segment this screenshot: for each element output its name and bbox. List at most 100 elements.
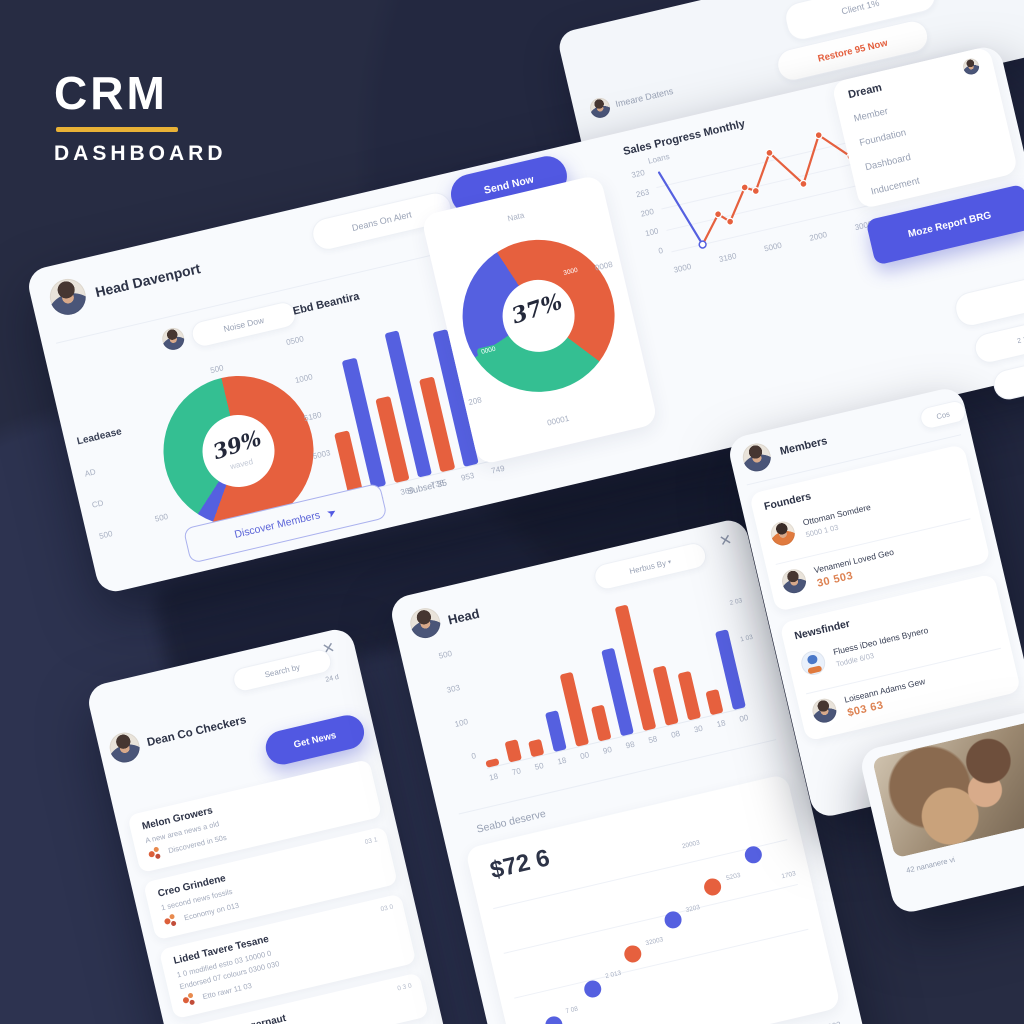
logo-underline xyxy=(56,127,178,132)
document-icon xyxy=(798,648,828,678)
donut-large-tick-right: 0008 xyxy=(594,259,614,273)
tick-label: 0500 xyxy=(285,334,305,348)
data-dot xyxy=(582,978,604,999)
tick-label: 0 xyxy=(657,245,664,256)
mid-bar-chart xyxy=(456,576,747,769)
bar xyxy=(504,738,522,763)
donut-large-tick-left: 208 xyxy=(467,395,483,408)
data-dot xyxy=(743,844,764,865)
bar xyxy=(485,758,500,768)
card-user-avatar[interactable] xyxy=(739,440,774,475)
revenue-panel: $72 6 20003 1703 0087 082 01332003320352… xyxy=(464,773,841,1024)
tick-label: 303 xyxy=(445,683,461,695)
logo-subtitle: DASHBOARD xyxy=(54,142,227,165)
herbus-pill-label: Herbus By xyxy=(628,558,667,576)
side-label: Leadease xyxy=(75,426,123,448)
panel-user-avatar[interactable] xyxy=(46,275,90,319)
card-title: Head xyxy=(446,605,481,628)
send-plane-icon: ➤ xyxy=(324,505,339,521)
leaf-icon xyxy=(182,992,198,1008)
mid-right-label-2: 1 03 xyxy=(739,633,754,644)
search-pill[interactable]: Search by xyxy=(230,647,334,694)
cos-pill[interactable]: Cos xyxy=(918,398,968,431)
donut-large: 37% xyxy=(447,224,630,408)
tick-label: 00 xyxy=(579,750,591,762)
tick-label: 749 xyxy=(490,463,506,476)
donut-small-tick-top: 500 xyxy=(209,363,225,376)
member-avatar xyxy=(779,566,809,596)
data-dot xyxy=(662,909,684,931)
bar xyxy=(652,665,679,726)
footer-note: Subset 35 xyxy=(406,477,448,497)
tick-label: 100 xyxy=(644,226,660,239)
tick-label: 08 xyxy=(670,728,681,740)
card-user-avatar[interactable] xyxy=(106,729,143,766)
tick-label: 3180 xyxy=(718,251,738,265)
tick-label: 2000 xyxy=(808,230,828,243)
card-user-avatar[interactable] xyxy=(407,605,444,642)
alert-filter-label: Deans On Alert xyxy=(350,209,413,234)
tick-label: 98 xyxy=(624,739,636,751)
data-dot-label: 32003 xyxy=(644,936,665,948)
tick-label: 3000 xyxy=(672,261,693,275)
main-dashboard-panel: Head Davenport Deans On Alert 6 Spatan C… xyxy=(25,43,1024,596)
bar xyxy=(705,688,724,716)
photo-caption: 42 nananere vi xyxy=(905,854,956,875)
tick-label: 50 xyxy=(533,760,545,772)
tick-label: 200 xyxy=(639,206,655,219)
side-label: AD xyxy=(83,467,97,479)
restore-pill-label: Restore 95 Now xyxy=(816,37,889,65)
close-icon[interactable]: ✕ xyxy=(717,531,734,551)
logo: CRM DASHBOARD xyxy=(54,66,227,166)
data-dot-label: 2 013 xyxy=(604,970,623,981)
tick-label: 5000 xyxy=(763,240,783,254)
tick-label: 953 xyxy=(460,470,476,483)
tick-label: 263 xyxy=(635,187,651,200)
user-chip-avatar xyxy=(588,95,613,120)
bar xyxy=(528,738,545,758)
tick-label: 0 xyxy=(470,751,477,761)
notification-list: Melon Growers A new area news a old Discov… xyxy=(127,759,431,1024)
edge-pill-label: 2 103 xyxy=(1016,334,1024,345)
member-avatar xyxy=(768,519,798,548)
tick-label: 1000 xyxy=(294,372,314,386)
data-dot xyxy=(543,1014,564,1024)
tick-label: 90 xyxy=(602,744,613,756)
search-pill-label: Search by xyxy=(263,662,301,679)
tick-label: 18 xyxy=(715,718,727,730)
card-title: Dean Co Checkers xyxy=(145,714,248,750)
discover-members-label: Discover Members xyxy=(233,509,322,541)
row2-avatar[interactable] xyxy=(159,325,187,353)
menu-title: Dream xyxy=(847,81,884,102)
data-dot xyxy=(702,876,724,897)
bar xyxy=(677,670,702,721)
tick-label: 500 xyxy=(437,648,453,661)
member-avatar xyxy=(809,696,839,726)
data-dot-label: 3203 xyxy=(684,903,701,914)
tick-label: 58 xyxy=(647,734,659,746)
client-pill-label: Client 1% xyxy=(840,0,881,17)
side-label: CD xyxy=(91,498,105,510)
bar-chart-title: Ebd Beantira xyxy=(291,290,361,318)
panel-title: Head Davenport xyxy=(93,260,202,301)
tick-label: 100 xyxy=(453,717,469,729)
chevron-down-icon: ▾ xyxy=(667,558,672,566)
card-meta: 24 d xyxy=(324,673,340,684)
get-news-button[interactable]: Get News xyxy=(262,711,368,768)
bar xyxy=(559,672,590,747)
tick-label: 00 xyxy=(738,712,750,724)
leaf-icon xyxy=(147,846,163,862)
tick-label: 18 xyxy=(488,771,500,783)
logo-title: CRM xyxy=(54,67,168,119)
tick-label: 18 xyxy=(556,755,568,767)
donut-small-tick-left: 500 xyxy=(153,511,169,524)
member-sections: Founders Ottoman Somdere 5000 1 03 Venameni… xyxy=(748,443,1024,753)
data-dot-label: 5203 xyxy=(725,871,742,882)
bar xyxy=(544,709,567,753)
cos-pill-label: Cos xyxy=(935,408,951,421)
revenue-value: $72 6 xyxy=(487,844,553,885)
user-chip-label: Imeare Datens xyxy=(614,85,675,110)
menu-avatar[interactable] xyxy=(961,56,981,77)
tick-label: 320 xyxy=(630,167,646,180)
